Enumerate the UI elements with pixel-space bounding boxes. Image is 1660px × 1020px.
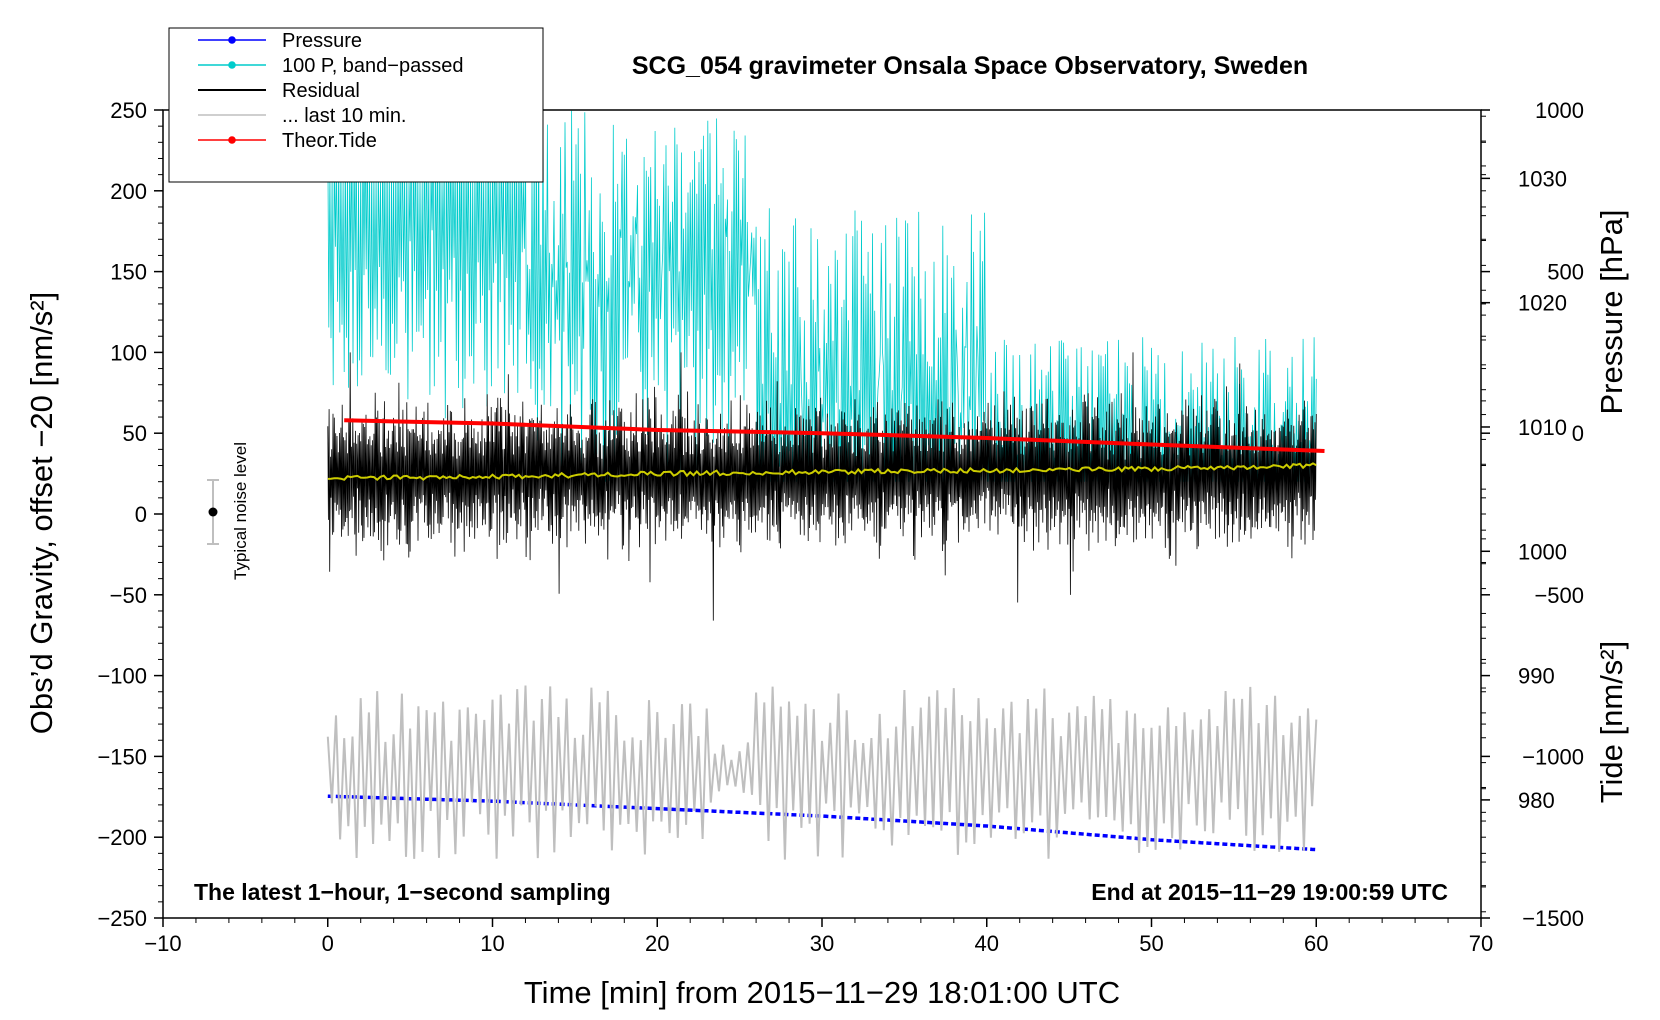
y-tick-label: 0 <box>135 502 147 527</box>
series-residual-line <box>327 352 1317 621</box>
noise-level-indicator: Typical noise level <box>207 442 250 580</box>
y-tick-label: −250 <box>97 906 147 931</box>
y-axis-title-pressure: Pressure [hPa] <box>1594 209 1629 414</box>
x-tick-label: 30 <box>810 931 834 956</box>
x-tick-label: 50 <box>1139 931 1163 956</box>
pressure-tick-label: 1010 <box>1518 415 1567 440</box>
x-tick-label: 0 <box>322 931 334 956</box>
x-axis-title: Time [min] from 2015−11−29 18:01:00 UTC <box>524 975 1120 1010</box>
tide-tick-label: −1000 <box>1522 744 1584 769</box>
x-tick-label: 60 <box>1304 931 1328 956</box>
x-tick-label: 10 <box>480 931 504 956</box>
legend-marker-100-p-band-passed <box>228 61 236 69</box>
pressure-tick-label: 980 <box>1518 788 1555 813</box>
y-tick-label: 200 <box>110 179 147 204</box>
legend: Pressure 100 P, band−passed Residual ... la… <box>168 27 544 183</box>
noise-level-label: Typical noise level <box>231 442 250 580</box>
y-axis-title-tide: Tide [nm/s²] <box>1594 641 1629 804</box>
x-tick-label: 20 <box>645 931 669 956</box>
tide-tick-label: 0 <box>1572 421 1584 446</box>
legend-label-theor-tide: Theor.Tide <box>282 130 377 152</box>
legend-marker-theor-tide <box>228 136 236 144</box>
y-axis-title-left: Obs’d Gravity, offset −20 [nm/s²] <box>24 292 59 735</box>
legend-marker-pressure <box>228 36 236 44</box>
tide-ticks: 1000 500 0 −500 −1000 −1500 <box>1481 98 1584 931</box>
y-tick-label: −50 <box>110 583 147 608</box>
end-time-annotation: End at 2015−11−29 19:00:59 UTC <box>1091 879 1448 905</box>
pressure-tick-label: 1020 <box>1518 291 1567 316</box>
chart-title: SCG_054 gravimeter Onsala Space Observat… <box>632 52 1308 80</box>
tide-tick-label: −1500 <box>1522 906 1584 931</box>
x-ticks: −10 0 10 20 30 40 50 60 70 <box>144 918 1493 956</box>
pressure-tick-label: 1030 <box>1518 166 1567 191</box>
y-tick-label: 150 <box>110 260 147 285</box>
legend-items: Pressure 100 P, band−passed Residual ... la… <box>198 30 463 152</box>
y-tick-label: 250 <box>110 98 147 123</box>
tide-tick-label: 1000 <box>1535 98 1584 123</box>
series-residual-trend-line <box>327 462 1317 482</box>
x-tick-label: −10 <box>144 931 181 956</box>
legend-box <box>168 27 544 183</box>
legend-label-pressure: Pressure <box>282 30 362 52</box>
sampling-annotation: The latest 1−hour, 1−second sampling <box>194 879 611 905</box>
y-tick-label: 100 <box>110 340 147 365</box>
y-ticks-left: 250 200 150 100 50 0 −50 −100 −150 −200 −250 <box>97 98 163 931</box>
y-tick-label: −200 <box>97 825 147 850</box>
series-last-10-min-line <box>326 685 1318 860</box>
legend-label-last-10-min: ... last 10 min. <box>282 105 407 127</box>
x-tick-label: 40 <box>975 931 999 956</box>
series-pressure-line <box>327 794 1317 852</box>
y-tick-label: −150 <box>97 744 147 769</box>
legend-label-100-p-band-passed: 100 P, band−passed <box>282 55 463 77</box>
y-tick-label: −100 <box>97 664 147 689</box>
legend-label-residual: Residual <box>282 80 360 102</box>
pressure-tick-label: 1000 <box>1518 539 1567 564</box>
tide-tick-label: −500 <box>1534 583 1584 608</box>
series-theoretical-tide-line <box>344 418 1325 453</box>
x-tick-label: 70 <box>1469 931 1493 956</box>
tide-tick-label: 500 <box>1547 260 1584 285</box>
noise-bar-center <box>208 507 218 517</box>
pressure-ticks: 1030 1020 1010 1000 990 980 <box>1481 115 1567 913</box>
pressure-tick-label: 990 <box>1518 664 1555 689</box>
y-tick-label: 50 <box>123 421 147 446</box>
